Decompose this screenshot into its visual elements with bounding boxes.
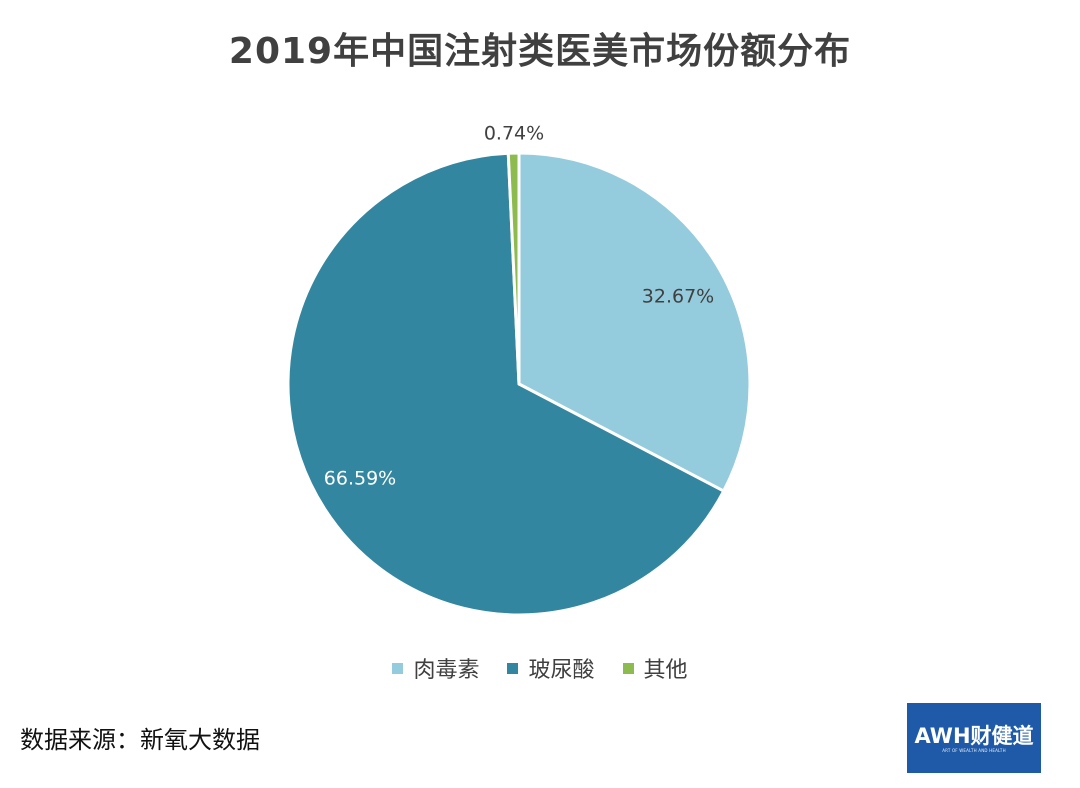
legend-item-botox: 肉毒素 (392, 652, 479, 684)
logo-subtext: ART OF WEALTH AND HEALTH (942, 747, 1006, 753)
awh-logo: AWH财健道 ART OF WEALTH AND HEALTH (907, 703, 1041, 773)
logo-text: AWH财健道 (914, 723, 1034, 748)
pie-slice-other (506, 151, 521, 386)
pie-label-botox: 32.67% (642, 286, 714, 308)
legend-swatch-hyaluronic (507, 662, 519, 674)
pie-label-other: 0.74% (484, 123, 544, 145)
pie-label-hyaluronic: 66.59% (324, 468, 396, 490)
chart-title: 2019年中国注射类医美市场份额分布 (228, 31, 852, 72)
legend-swatch-botox (392, 662, 404, 674)
pie-slice-botox (517, 151, 752, 493)
legend-label-botox: 肉毒素 (413, 658, 480, 683)
legend-item-other: 其他 (622, 652, 688, 684)
chart-legend: 肉毒素 玻尿酸 其他 (0, 652, 1080, 684)
pie-slice-hyaluronic (286, 151, 726, 617)
legend-item-hyaluronic: 玻尿酸 (507, 652, 595, 684)
data-source-note: 数据来源：新氧大数据 (20, 726, 260, 754)
legend-label-hyaluronic: 玻尿酸 (528, 658, 595, 683)
legend-swatch-other (622, 662, 634, 674)
legend-label-other: 其他 (643, 658, 688, 683)
